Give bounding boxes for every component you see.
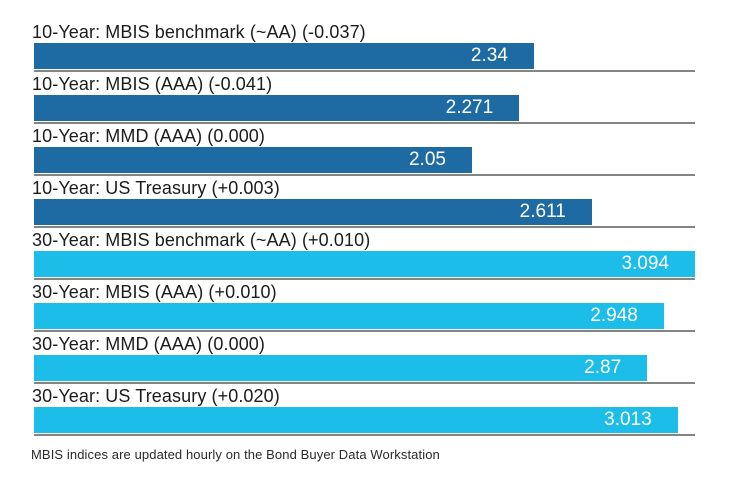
bar-value: 2.948 bbox=[590, 305, 638, 326]
bar-label: 30-Year: MMD (AAA) (0.000) bbox=[32, 334, 266, 354]
chart-row: 30-Year: MMD (AAA) (0.000) 2.87 bbox=[32, 332, 695, 384]
bar-value: 2.87 bbox=[584, 357, 622, 378]
bar-label: 30-Year: MBIS (AAA) (+0.010) bbox=[32, 282, 277, 302]
chart-row: 30-Year: MBIS (AAA) (+0.010) 2.948 bbox=[32, 280, 695, 332]
chart-row: 10-Year: MBIS (AAA) (-0.041) 2.271 bbox=[32, 72, 695, 124]
bar-value: 2.05 bbox=[408, 149, 446, 170]
bar: 3.094 bbox=[34, 251, 695, 277]
bar-value: 2.611 bbox=[519, 201, 566, 222]
chart-row: 30-Year: US Treasury (+0.020) 3.013 bbox=[32, 384, 695, 436]
bar-label: 10-Year: US Treasury (+0.003) bbox=[32, 178, 280, 198]
bar: 3.013 bbox=[34, 407, 678, 433]
bar-label: 10-Year: MBIS (AAA) (-0.041) bbox=[32, 74, 273, 94]
bar-label: 10-Year: MMD (AAA) (0.000) bbox=[32, 126, 266, 146]
bar-label: 30-Year: US Treasury (+0.020) bbox=[32, 386, 280, 406]
bar: 2.948 bbox=[34, 303, 664, 329]
chart-row: 10-Year: MMD (AAA) (0.000) 2.05 bbox=[32, 124, 695, 176]
bar-value: 3.094 bbox=[621, 253, 669, 274]
bar-chart-area: 10-Year: MBIS benchmark (~AA) (-0.037) 2… bbox=[32, 0, 695, 436]
chart-row: 10-Year: US Treasury (+0.003) 2.611 bbox=[32, 176, 695, 228]
bar-label: 10-Year: MBIS benchmark (~AA) (-0.037) bbox=[32, 22, 366, 42]
chart-row: 10-Year: MBIS benchmark (~AA) (-0.037) 2… bbox=[32, 20, 695, 72]
bar: 2.271 bbox=[34, 95, 520, 121]
bar: 2.05 bbox=[34, 147, 472, 173]
bar-value: 3.013 bbox=[604, 409, 652, 430]
bar-value: 2.271 bbox=[445, 97, 494, 118]
bar: 2.87 bbox=[34, 355, 648, 381]
bar: 2.611 bbox=[34, 199, 592, 225]
bar-value: 2.34 bbox=[470, 45, 508, 66]
chart-row: 30-Year: MBIS benchmark (~AA) (+0.010) 3… bbox=[32, 228, 695, 280]
bar: 2.34 bbox=[34, 43, 534, 69]
chart-footnote: MBIS indices are updated hourly on the B… bbox=[31, 447, 440, 462]
bar-label: 30-Year: MBIS benchmark (~AA) (+0.010) bbox=[32, 230, 371, 250]
